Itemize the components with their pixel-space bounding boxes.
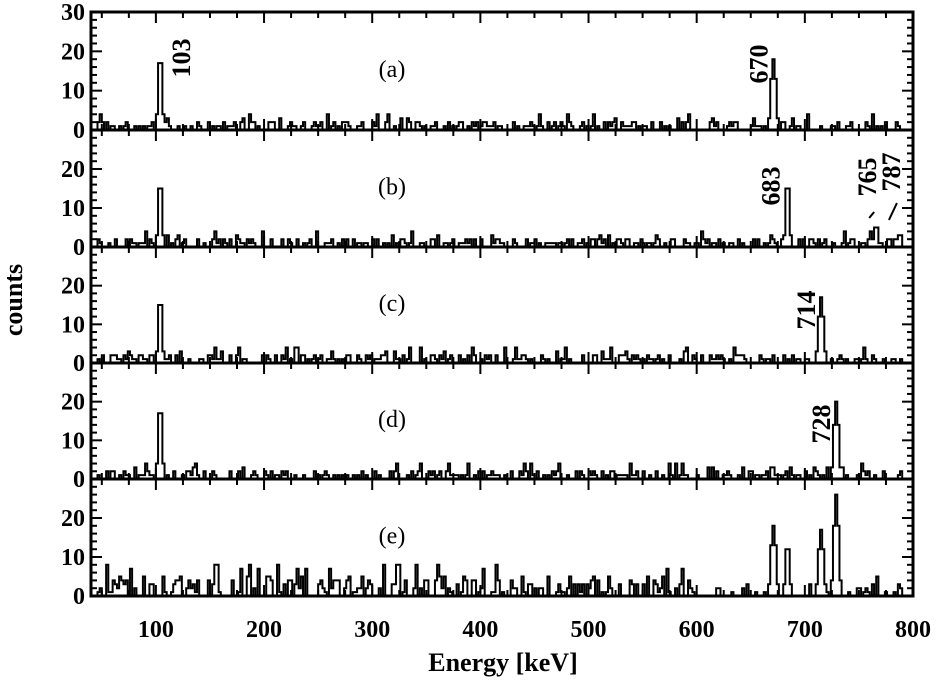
peak-label-714: 714 <box>792 291 821 330</box>
y-tick-label: 20 <box>61 506 85 532</box>
x-tick-label: 500 <box>571 617 607 643</box>
peak-label-728: 728 <box>807 405 836 444</box>
x-tick-label: 200 <box>246 617 282 643</box>
spectrum-a <box>96 58 903 131</box>
y-tick-label: 0 <box>73 118 85 144</box>
y-tick-label: 10 <box>61 428 85 454</box>
panel-label-c: (c) <box>379 291 406 317</box>
peak-label-670: 670 <box>744 45 773 84</box>
panel-frame <box>89 10 915 132</box>
y-axis-title: counts <box>0 264 28 336</box>
panel-label-a: (a) <box>379 57 406 83</box>
panel-e: 0 10 20 (e) <box>61 477 915 610</box>
panel-frame <box>89 361 915 481</box>
y-tick-label: 0 <box>73 467 85 493</box>
y-tick-label: 20 <box>61 157 85 183</box>
y-tick-label: 10 <box>61 79 85 105</box>
panel-label-e: (e) <box>379 524 406 550</box>
y-tick-label: 0 <box>73 235 85 261</box>
y-tick-label: 10 <box>61 196 85 222</box>
panel-a: 0 10 20 30 (a) 103 670 <box>61 0 915 144</box>
spectrum-c <box>96 296 904 364</box>
x-axis-title: Energy [keV] <box>428 648 577 677</box>
peak-label-765: 765 <box>853 158 882 197</box>
x-tick-label: 600 <box>679 617 715 643</box>
spectrum-d <box>96 400 904 480</box>
x-tick-label: 800 <box>895 617 931 643</box>
y-tick-label: 10 <box>61 545 85 571</box>
x-tick-label: 700 <box>787 617 823 643</box>
panel-frame <box>89 245 915 365</box>
x-tick-labels: 100 200 300 400 500 600 700 800 <box>138 617 931 643</box>
peak-label-683: 683 <box>756 167 785 206</box>
panel-c: 0 10 20 (c) 714 <box>61 245 915 377</box>
x-tick-label: 100 <box>138 617 174 643</box>
panel-d: 0 10 20 (d) 728 <box>61 361 915 493</box>
y-tick-label: 10 <box>61 312 85 338</box>
panel-label-d: (d) <box>378 407 406 433</box>
peak-label-787: 787 <box>877 153 906 192</box>
panel-label-b: (b) <box>378 175 406 201</box>
x-tick-label: 300 <box>354 617 390 643</box>
y-tick-label: 0 <box>73 351 85 377</box>
pointer-787 <box>888 202 898 221</box>
y-tick-label: 20 <box>61 274 85 300</box>
peak-label-103: 103 <box>167 39 196 78</box>
pointer-765 <box>868 211 875 219</box>
y-tick-label: 20 <box>61 390 85 416</box>
y-tick-label: 30 <box>61 0 85 26</box>
y-tick-label: 0 <box>73 584 85 610</box>
y-tick-label: 20 <box>61 39 85 65</box>
x-tick-label: 400 <box>462 617 498 643</box>
spectrum-e <box>96 493 904 597</box>
